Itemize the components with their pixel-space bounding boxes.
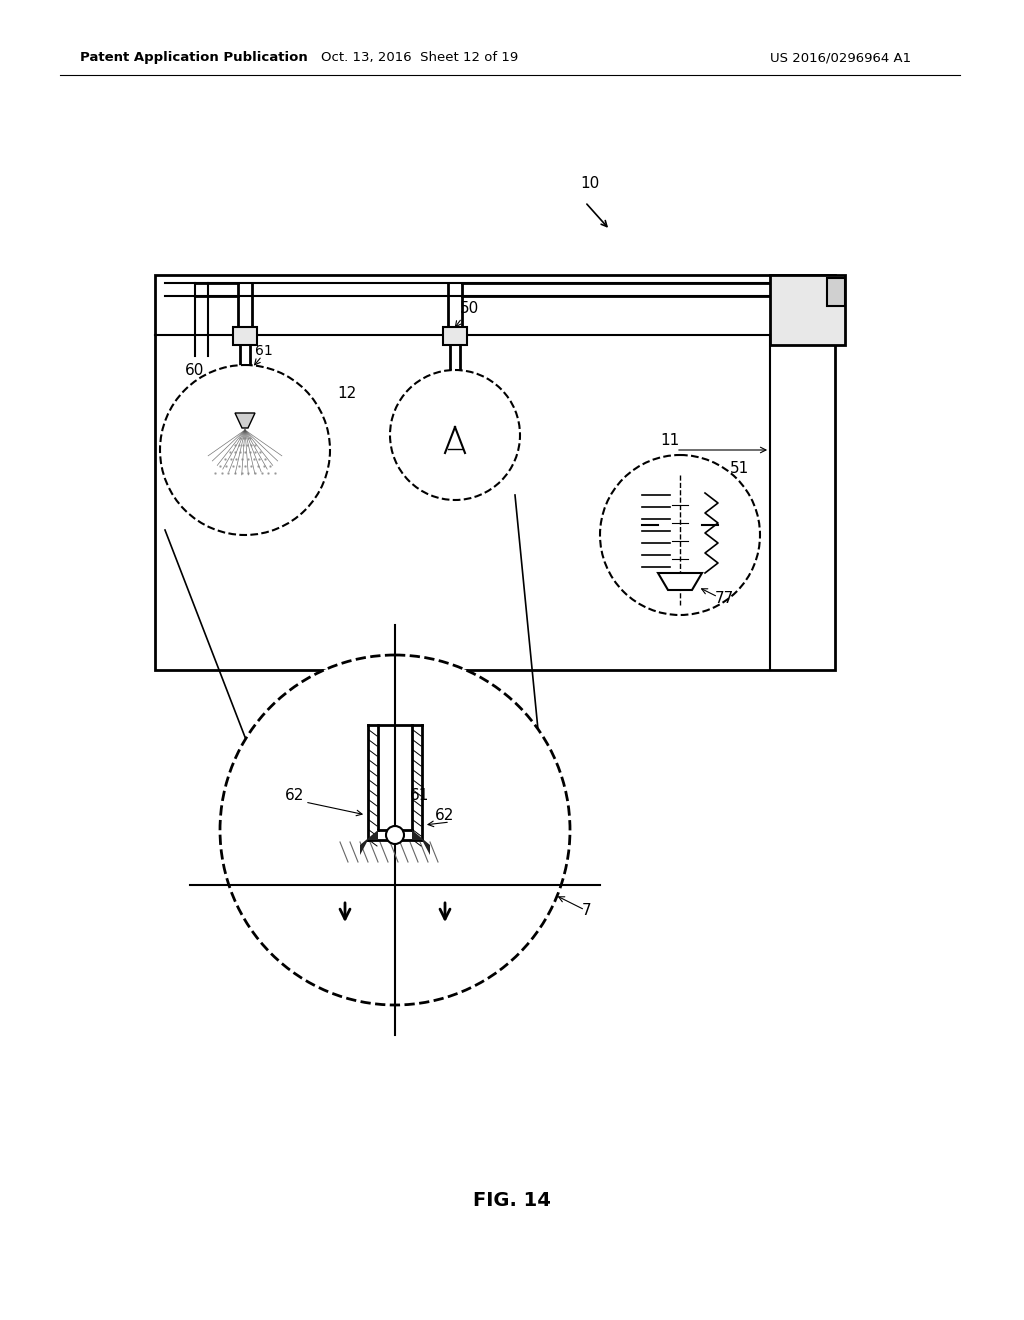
- Bar: [770, 275, 845, 345]
- Text: 61: 61: [410, 788, 429, 803]
- Circle shape: [386, 826, 404, 843]
- Bar: [233, 327, 257, 345]
- Circle shape: [160, 366, 330, 535]
- Text: 51: 51: [730, 461, 750, 477]
- Text: 10: 10: [580, 176, 599, 191]
- Text: 62: 62: [285, 788, 304, 803]
- Text: Patent Application Publication: Patent Application Publication: [80, 51, 308, 65]
- Text: 11: 11: [660, 433, 679, 447]
- Text: 62: 62: [435, 808, 455, 822]
- Bar: [443, 327, 467, 345]
- Text: 51: 51: [440, 374, 458, 388]
- Text: FIG. 14: FIG. 14: [473, 1191, 551, 1209]
- Circle shape: [220, 655, 570, 1005]
- Bar: [827, 279, 845, 306]
- Text: 50: 50: [460, 301, 479, 315]
- Polygon shape: [658, 573, 702, 590]
- Text: 60: 60: [185, 363, 205, 378]
- Text: 12: 12: [337, 385, 356, 401]
- Polygon shape: [234, 413, 255, 428]
- Text: US 2016/0296964 A1: US 2016/0296964 A1: [770, 51, 911, 65]
- Circle shape: [390, 370, 520, 500]
- Bar: [155, 275, 835, 671]
- Text: Oct. 13, 2016  Sheet 12 of 19: Oct. 13, 2016 Sheet 12 of 19: [322, 51, 518, 65]
- Text: 61: 61: [255, 345, 272, 358]
- Text: 7: 7: [582, 903, 592, 917]
- Circle shape: [600, 455, 760, 615]
- Polygon shape: [412, 830, 430, 855]
- Polygon shape: [360, 830, 378, 855]
- Text: 77: 77: [715, 591, 734, 606]
